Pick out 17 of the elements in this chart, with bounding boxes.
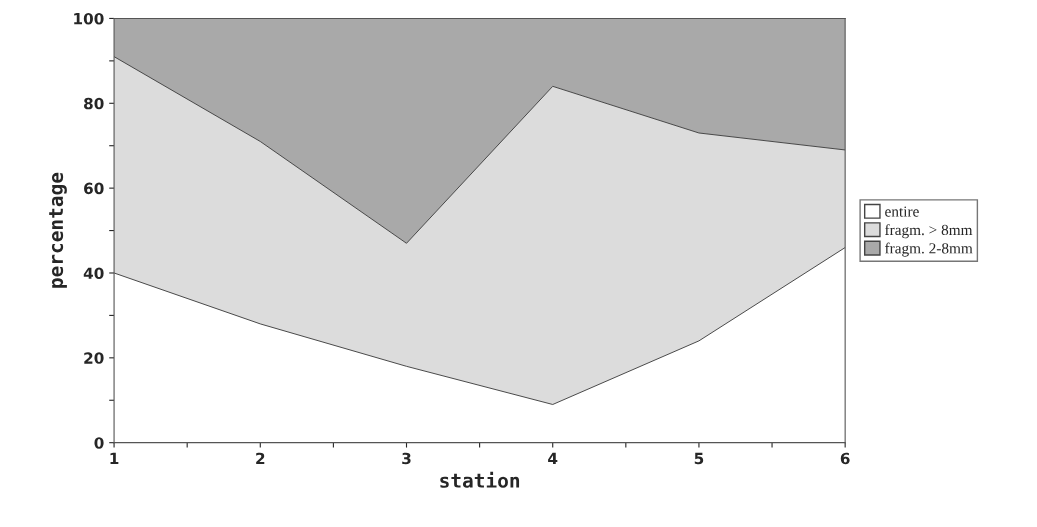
y-tick-label: 0 — [94, 437, 104, 449]
y-axis-title: percentage — [49, 172, 67, 288]
y-tick-label: 80 — [84, 97, 104, 110]
x-tick-label: 4 — [548, 452, 558, 465]
y-tick-label: 60 — [84, 182, 104, 195]
y-tick-label: 100 — [74, 12, 104, 25]
y-tick-label: 40 — [83, 267, 104, 280]
legend-label: fragm. 2-8mm — [885, 242, 973, 257]
legend-label: fragm. > 8mm — [885, 224, 973, 239]
x-tick-label: 6 — [840, 452, 850, 465]
y-tick-label: 20 — [84, 352, 104, 364]
x-axis-title: station — [440, 471, 520, 488]
x-tick-label: 2 — [256, 452, 265, 465]
x-tick-label: 3 — [402, 452, 411, 465]
legend-label: entire — [885, 206, 919, 217]
x-tick-label: 1 — [110, 452, 119, 465]
x-tick-label: 5 — [694, 452, 704, 465]
